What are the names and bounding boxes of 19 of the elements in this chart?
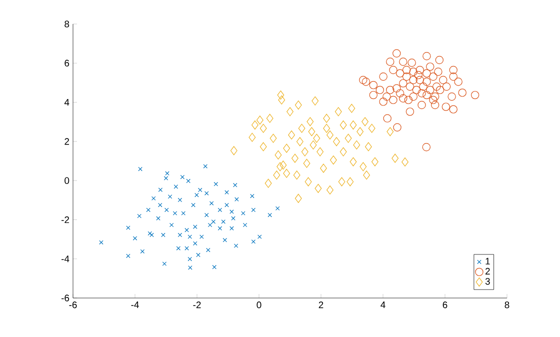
x-tick-label: 0 <box>256 302 262 308</box>
legend-label: 3 <box>485 278 490 285</box>
x-tick-label: 2 <box>318 302 324 308</box>
x-tick-label: -6 <box>69 302 77 308</box>
y-tick-label: -2 <box>61 216 70 224</box>
y-tick-label: 8 <box>64 20 70 28</box>
x-tick-label: -2 <box>193 302 201 308</box>
x-tick-label: -4 <box>131 302 139 308</box>
y-tick-label: -4 <box>61 256 70 262</box>
y-tick-label: -6 <box>61 294 70 302</box>
y-tick-label: 6 <box>64 60 70 66</box>
legend-label: 1 <box>486 258 490 264</box>
x-tick-label: 4 <box>380 302 386 308</box>
y-tick-label: 0 <box>64 177 70 184</box>
y-tick-label: 2 <box>64 138 70 145</box>
legend-label: 2 <box>485 268 490 275</box>
x-tick-label: 8 <box>504 302 510 308</box>
x-tick-label: 6 <box>442 302 448 308</box>
y-tick-label: 4 <box>64 99 70 106</box>
